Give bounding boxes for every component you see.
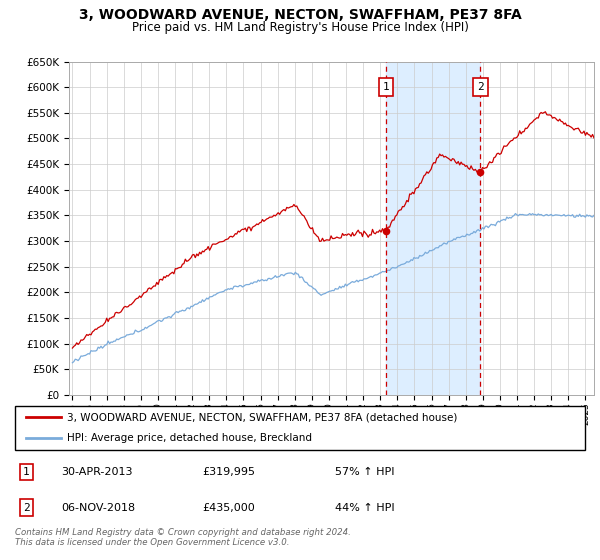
- Text: 3, WOODWARD AVENUE, NECTON, SWAFFHAM, PE37 8FA: 3, WOODWARD AVENUE, NECTON, SWAFFHAM, PE…: [79, 8, 521, 22]
- Text: 57% ↑ HPI: 57% ↑ HPI: [335, 467, 394, 477]
- Text: HPI: Average price, detached house, Breckland: HPI: Average price, detached house, Brec…: [67, 433, 312, 444]
- FancyBboxPatch shape: [15, 406, 585, 450]
- Text: £319,995: £319,995: [202, 467, 255, 477]
- Text: £435,000: £435,000: [202, 503, 255, 513]
- Text: 30-APR-2013: 30-APR-2013: [61, 467, 133, 477]
- Text: 06-NOV-2018: 06-NOV-2018: [61, 503, 135, 513]
- Text: 1: 1: [383, 82, 389, 92]
- Text: Price paid vs. HM Land Registry's House Price Index (HPI): Price paid vs. HM Land Registry's House …: [131, 21, 469, 34]
- Bar: [386, 62, 480, 395]
- Text: 2: 2: [23, 503, 30, 513]
- Text: 1: 1: [23, 467, 30, 477]
- Text: 44% ↑ HPI: 44% ↑ HPI: [335, 503, 394, 513]
- Text: 2: 2: [477, 82, 484, 92]
- Text: 3, WOODWARD AVENUE, NECTON, SWAFFHAM, PE37 8FA (detached house): 3, WOODWARD AVENUE, NECTON, SWAFFHAM, PE…: [67, 412, 457, 422]
- Text: Contains HM Land Registry data © Crown copyright and database right 2024.
This d: Contains HM Land Registry data © Crown c…: [15, 528, 351, 547]
